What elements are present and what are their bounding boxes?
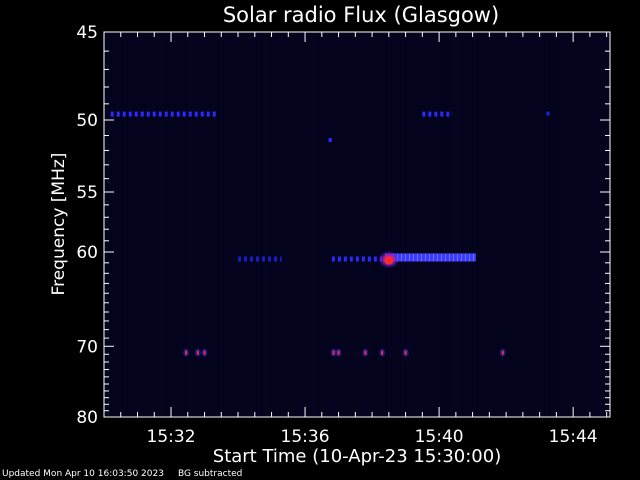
y-axis-label: Frequency [MHz] <box>49 153 69 296</box>
emission-band-segment <box>188 111 192 117</box>
emission-band-segment <box>122 111 126 117</box>
point-source <box>404 350 407 355</box>
x-tick-label: 15:40 <box>415 427 464 447</box>
y-tick-label: 70 <box>76 337 98 357</box>
emission-band-segment <box>434 111 438 117</box>
emission-band-segment <box>355 256 359 262</box>
point-source <box>185 350 188 355</box>
emission-band-segment <box>146 111 150 117</box>
point-source <box>203 350 206 355</box>
emission-band-segment <box>446 111 450 117</box>
emission-band-segment <box>268 256 272 262</box>
emission-band <box>385 253 476 262</box>
emission-band-segment <box>244 256 248 262</box>
emission-band-segment <box>280 256 282 262</box>
x-tick-label: 15:44 <box>549 427 598 447</box>
emission-band-segment <box>373 256 377 262</box>
emission-band-segment <box>337 256 341 262</box>
emission-band-segment <box>206 111 210 117</box>
emission-band-segment <box>164 111 168 117</box>
emission-band-segment <box>176 111 180 117</box>
y-tick-label: 60 <box>76 243 98 263</box>
emission-band-segment <box>361 256 365 262</box>
y-tick-label: 55 <box>76 183 98 203</box>
emission-band-segment <box>152 111 156 117</box>
emission-band <box>328 138 332 143</box>
emission-band-segment <box>367 256 371 262</box>
emission-band-segment <box>200 111 204 117</box>
emission-band-segment <box>428 111 432 117</box>
emission-band-segment <box>134 111 138 117</box>
emission-band-segment <box>140 111 144 117</box>
emission-band-segment <box>116 111 120 117</box>
point-source <box>196 350 199 355</box>
emission-band-segment <box>170 111 174 117</box>
emission-band-segment <box>110 111 114 117</box>
emission-band <box>546 111 550 116</box>
emission-band-segment <box>349 256 353 262</box>
emission-band-segment <box>262 256 266 262</box>
background-note: BG subtracted <box>177 469 243 479</box>
point-source <box>364 350 367 355</box>
emission-band-segment <box>331 256 335 262</box>
updated-timestamp: Updated Mon Apr 10 16:03:50 2023 <box>2 469 164 479</box>
point-source <box>332 350 335 355</box>
footer: Updated Mon Apr 10 16:03:50 2023 BG subtr… <box>2 469 256 479</box>
point-source <box>381 350 384 355</box>
emission-band-segment <box>182 111 186 117</box>
emission-band-segment <box>440 111 444 117</box>
emission-band-segment <box>422 111 426 117</box>
emission-band-segment <box>343 256 347 262</box>
emission-band-segment <box>238 256 242 262</box>
emission-peak-core <box>384 256 393 265</box>
emission-band-segment <box>256 256 260 262</box>
emission-band-segment <box>158 111 162 117</box>
emission-band-segment <box>212 111 216 117</box>
point-source <box>501 350 504 355</box>
point-source <box>337 350 340 355</box>
x-axis-label: Start Time (10-Apr-23 15:30:00) <box>213 446 501 467</box>
emission-band-segment <box>274 256 278 262</box>
plot-frame <box>103 31 611 418</box>
y-tick-label: 50 <box>76 111 98 131</box>
emission-band-segment <box>128 111 132 117</box>
y-tick-label: 45 <box>76 23 98 43</box>
emission-band-segment <box>194 111 198 117</box>
emission-band-segment <box>250 256 254 262</box>
chart-title: Solar radio Flux (Glasgow) <box>223 3 499 27</box>
y-tick-label: 80 <box>76 408 98 428</box>
x-tick-label: 15:32 <box>147 427 196 447</box>
x-tick-label: 15:36 <box>281 427 330 447</box>
